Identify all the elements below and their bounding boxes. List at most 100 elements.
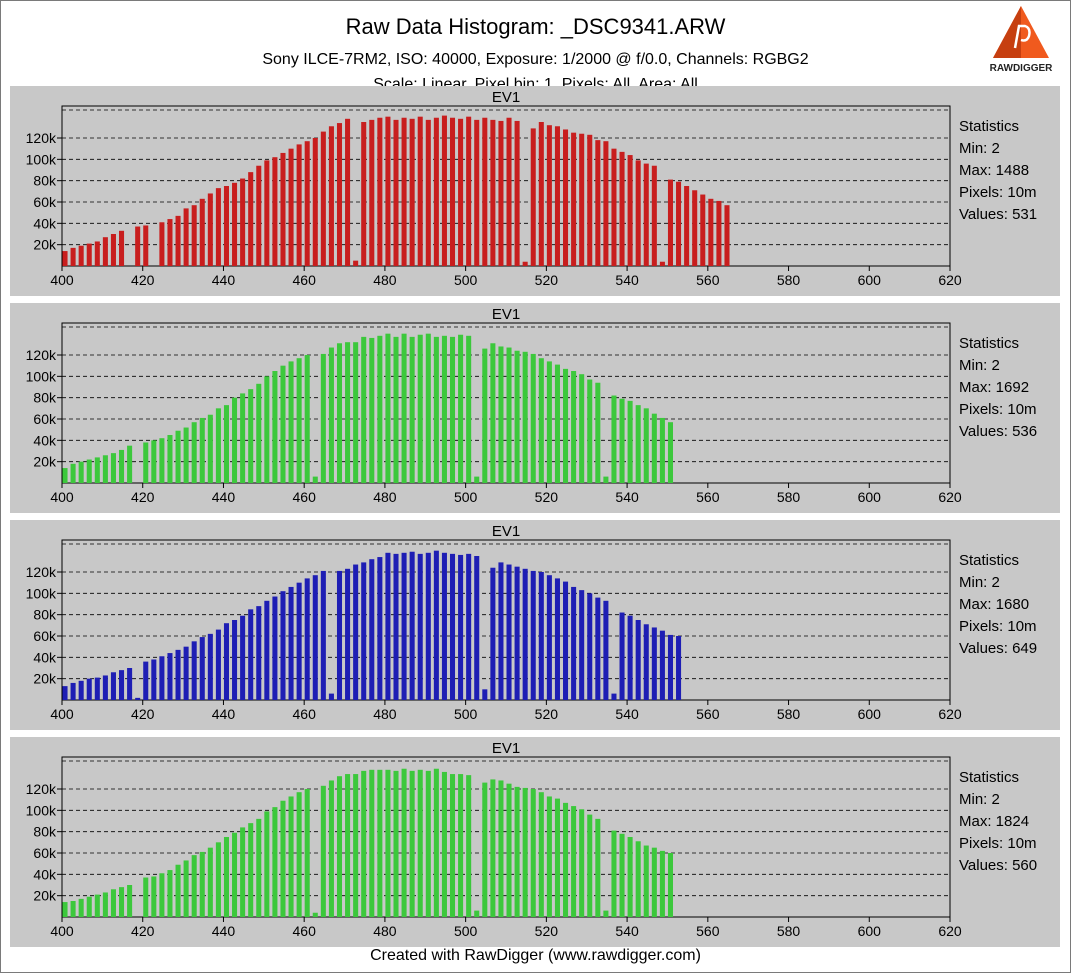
histogram-bar xyxy=(336,123,343,266)
histogram-bar xyxy=(554,578,560,700)
x-tick-label: 620 xyxy=(938,923,962,939)
histogram-bar xyxy=(232,182,238,266)
histogram-bar xyxy=(304,355,310,483)
histogram-bar xyxy=(288,586,294,700)
x-tick-label: 500 xyxy=(454,923,478,939)
histogram-bar xyxy=(143,442,149,483)
chart-title: EV1 xyxy=(492,306,520,323)
x-tick-label: 560 xyxy=(696,272,720,288)
histogram-bar xyxy=(490,567,496,700)
histogram-bar xyxy=(320,131,326,266)
histogram-svg: EV1 20k 40k 60k 80k 100k 120k 400 420 440 460 480 50… xyxy=(26,89,962,288)
histogram-bar xyxy=(538,792,544,917)
histogram-bar xyxy=(563,129,569,266)
histogram-bar xyxy=(474,556,480,700)
histogram-bar xyxy=(522,568,528,700)
histogram-bar xyxy=(328,347,334,483)
histogram-bar xyxy=(474,910,480,917)
histogram-bar xyxy=(466,775,472,917)
histogram-bar xyxy=(409,336,415,483)
histogram-bar xyxy=(409,118,415,266)
y-tick-label: 120k xyxy=(26,130,57,146)
histogram-bar xyxy=(579,374,585,483)
stats-min: Min: 2 xyxy=(959,791,1000,808)
histogram-bar xyxy=(353,260,359,266)
histogram-bar xyxy=(62,902,68,917)
histogram-bar xyxy=(232,397,238,483)
histogram-bar xyxy=(240,393,246,483)
histogram-bar xyxy=(595,140,601,266)
histogram-bar xyxy=(272,596,278,700)
histogram-bar xyxy=(514,786,520,917)
histogram-bar xyxy=(506,564,512,700)
histogram-bar xyxy=(127,885,133,917)
histogram-bar xyxy=(643,845,649,917)
histogram-bar xyxy=(651,627,657,700)
x-tick-label: 580 xyxy=(777,923,801,939)
x-tick-label: 460 xyxy=(293,489,317,505)
histogram-bar xyxy=(191,641,197,700)
histogram-bar xyxy=(498,346,504,483)
histogram-bar xyxy=(110,234,116,266)
histogram-bar xyxy=(538,572,544,700)
histogram-bar xyxy=(611,148,617,266)
histogram-bar xyxy=(223,837,229,917)
histogram-bar xyxy=(183,646,189,700)
histogram-bar xyxy=(433,117,439,266)
y-tick-label: 100k xyxy=(26,585,57,601)
histogram-bar xyxy=(191,205,197,266)
histogram-bar xyxy=(199,198,205,266)
histogram-bar xyxy=(522,261,528,266)
histogram-bar xyxy=(328,780,334,917)
histogram-bar xyxy=(264,811,270,917)
histogram-bar xyxy=(345,568,351,700)
histogram-bar xyxy=(304,141,310,266)
histogram-bar xyxy=(393,553,399,700)
histogram-bar xyxy=(449,774,456,917)
histogram-bar xyxy=(151,659,157,700)
stats-max: Max: 1824 xyxy=(959,813,1030,830)
histogram-bar xyxy=(635,160,641,266)
x-tick-label: 600 xyxy=(858,706,882,722)
histogram-bar xyxy=(215,408,221,483)
y-tick-label: 40k xyxy=(33,432,57,448)
histogram-bar xyxy=(256,165,262,266)
histogram-bar xyxy=(667,634,673,700)
histogram-bar xyxy=(183,860,189,917)
histogram-bar xyxy=(466,335,472,483)
histogram-bar xyxy=(579,590,585,700)
stats-heading: Statistics xyxy=(959,335,1020,352)
stats-values: Values: 531 xyxy=(959,206,1038,223)
histogram-bar xyxy=(336,343,343,483)
histogram-bar xyxy=(248,823,254,917)
histogram-bar xyxy=(345,342,351,483)
stats-heading: Statistics xyxy=(959,769,1020,786)
histogram-bar xyxy=(401,768,407,917)
y-tick-label: 60k xyxy=(33,628,57,644)
stats-heading: Statistics xyxy=(959,118,1020,135)
histogram-bar xyxy=(498,780,504,917)
histogram-bar xyxy=(280,800,286,917)
histogram-bar xyxy=(336,776,343,917)
histogram-bar xyxy=(369,337,375,483)
x-tick-label: 420 xyxy=(131,272,155,288)
histogram-bar xyxy=(377,117,383,266)
histogram-bar xyxy=(119,449,125,483)
histogram-bar xyxy=(240,615,246,700)
histogram-bar xyxy=(70,901,76,917)
histogram-svg: EV1 20k 40k 60k 80k 100k 120k 400 420 440 460 480 50… xyxy=(26,306,962,505)
x-tick-label: 420 xyxy=(131,489,155,505)
histogram-bar xyxy=(635,841,641,917)
x-tick-label: 520 xyxy=(535,923,559,939)
histogram-bar xyxy=(571,806,577,917)
histogram-bar xyxy=(143,225,149,266)
histogram-bar xyxy=(280,591,286,700)
histogram-bar xyxy=(353,564,359,700)
x-tick-label: 480 xyxy=(373,706,397,722)
stats-max: Max: 1692 xyxy=(959,379,1030,396)
histogram-bar xyxy=(159,222,165,266)
histogram-bar xyxy=(159,438,165,483)
x-tick-label: 500 xyxy=(454,706,478,722)
histogram-bar xyxy=(635,405,641,483)
histogram-bar xyxy=(466,553,472,700)
